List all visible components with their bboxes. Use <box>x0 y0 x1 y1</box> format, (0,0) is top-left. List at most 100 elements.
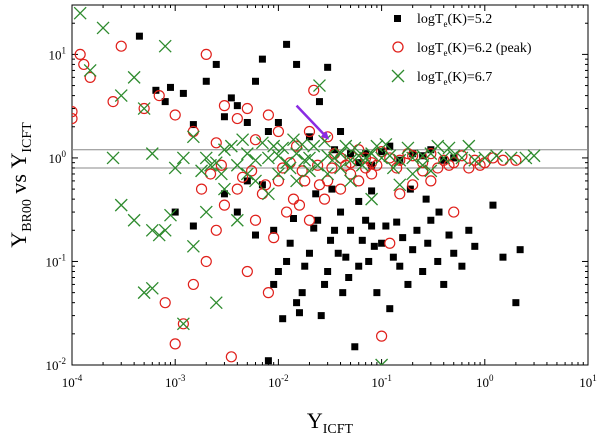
data-point-square <box>312 190 320 198</box>
x-tick-label-4: 100 <box>476 373 494 390</box>
data-point-square <box>227 94 235 102</box>
data-point-square <box>279 315 287 323</box>
data-point-x <box>145 281 159 295</box>
data-point-square <box>427 216 435 224</box>
data-point-circle <box>249 134 262 146</box>
data-point-square <box>413 226 421 234</box>
data-point-x <box>490 149 504 163</box>
data-point-square <box>161 98 169 106</box>
data-point-square <box>499 253 507 261</box>
data-point-square <box>324 63 332 71</box>
data-point-x <box>152 228 166 242</box>
data-point-circle <box>153 89 165 102</box>
data-point-circle <box>293 199 306 211</box>
data-point-circle <box>365 168 378 180</box>
data-point-x <box>199 151 213 165</box>
data-point-circle <box>425 175 437 187</box>
data-point-square <box>368 187 376 195</box>
data-point-square <box>440 156 448 164</box>
data-point-square <box>378 239 386 247</box>
y-tick-label-2: 100 <box>49 149 67 166</box>
data-point-circle <box>272 125 284 138</box>
tick-labels: 10-4 10-3 10-2 10-1 100 101 10-2 10-1 100 101 <box>46 45 597 390</box>
data-point-circle <box>78 58 90 71</box>
data-point-square <box>310 224 318 232</box>
data-point-circle <box>353 175 365 187</box>
data-point-x <box>137 286 151 300</box>
data-point-circle <box>218 100 231 112</box>
data-point-x <box>249 174 262 188</box>
data-points <box>72 6 541 365</box>
data-point-circle <box>74 48 86 60</box>
data-point-square <box>370 242 378 250</box>
data-point-circle <box>280 206 293 218</box>
data-point-x <box>209 296 223 310</box>
data-point-x <box>416 158 430 172</box>
legend-entry-5-2: logTe(K)=5.2 <box>394 12 492 29</box>
data-point-x <box>255 136 269 150</box>
data-point-x <box>96 21 110 35</box>
annotation-arrow <box>295 104 330 140</box>
data-point-circle <box>407 179 419 191</box>
data-point-x <box>334 161 347 175</box>
data-point-square <box>342 253 350 261</box>
data-point-square <box>220 113 228 121</box>
x-tick-label-5: 101 <box>579 373 597 390</box>
data-point-x <box>261 151 275 165</box>
data-point-x <box>462 139 476 153</box>
data-point-circle <box>510 154 522 166</box>
data-point-x <box>468 153 482 167</box>
data-point-square <box>435 208 443 216</box>
data-point-circle <box>394 188 406 200</box>
data-point-square <box>337 128 345 136</box>
data-point-square <box>337 208 345 216</box>
legend-label-6-7: logTe(K)=6.7 <box>417 70 492 87</box>
data-point-square <box>471 242 479 250</box>
x-tick-label-1: 10-3 <box>165 373 186 390</box>
data-point-circle <box>318 193 331 205</box>
data-point-square <box>152 86 160 94</box>
data-point-square <box>362 150 370 158</box>
data-point-circle <box>326 162 338 174</box>
data-point-circle <box>448 206 460 218</box>
data-point-square <box>233 102 241 110</box>
data-point-circle <box>262 287 274 299</box>
data-point-circle <box>195 183 208 195</box>
data-point-x <box>186 239 200 253</box>
data-point-x <box>73 6 87 20</box>
data-point-x <box>290 147 304 161</box>
data-point-circle <box>249 214 262 226</box>
y-tick-label-1: 10-1 <box>46 252 67 269</box>
data-point-x <box>236 133 250 147</box>
data-point-square <box>135 32 143 40</box>
data-point-square <box>345 274 353 282</box>
data-point-x <box>186 130 200 144</box>
data-point-x <box>114 198 128 212</box>
data-point-square <box>258 181 266 189</box>
data-point-x <box>295 137 309 151</box>
data-point-square <box>458 262 466 270</box>
data-point-x <box>311 158 325 172</box>
data-point-circle <box>308 84 320 96</box>
data-point-square <box>264 128 272 136</box>
data-point-square <box>396 262 404 270</box>
data-point-x <box>321 167 335 181</box>
data-point-square <box>347 226 355 234</box>
data-point-x <box>406 151 420 165</box>
data-point-circle <box>312 159 324 171</box>
data-point-square <box>286 239 294 247</box>
data-point-x <box>519 151 533 165</box>
data-point-circle <box>138 102 150 115</box>
data-point-circle <box>187 278 199 291</box>
data-point-x <box>334 147 347 161</box>
data-point-circle <box>200 48 212 60</box>
data-point-x <box>158 39 172 53</box>
data-point-square <box>328 185 336 193</box>
data-point-square <box>270 280 278 288</box>
data-point-x <box>307 139 321 153</box>
data-point-circle <box>334 183 347 195</box>
data-point-square <box>243 177 251 185</box>
data-point-square <box>315 98 323 106</box>
data-point-square <box>445 231 453 239</box>
data-point-square <box>358 236 366 244</box>
